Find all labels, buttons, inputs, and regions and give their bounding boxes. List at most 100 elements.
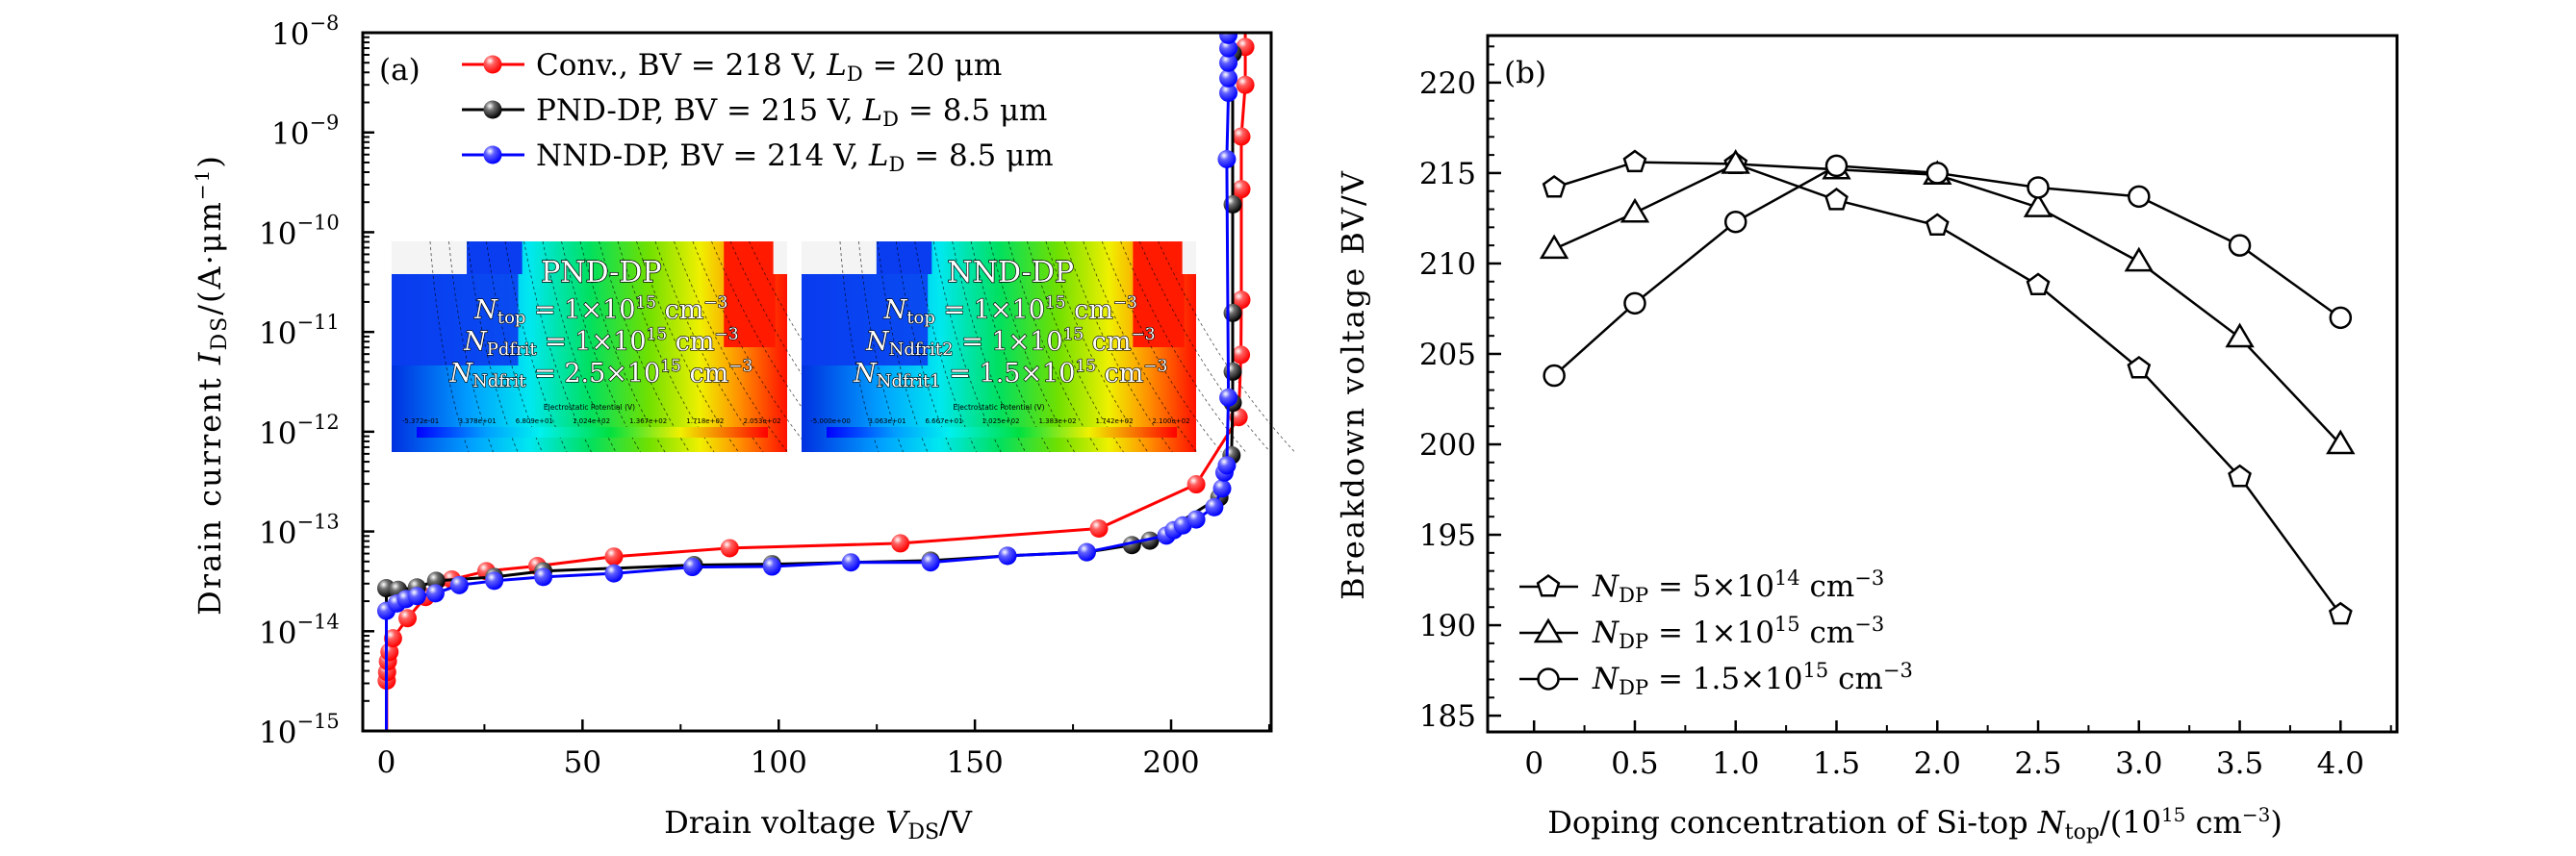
b-y-tick-label: 205	[1419, 338, 1476, 372]
inset-drain-region	[724, 241, 776, 347]
a-data-point	[1232, 345, 1251, 365]
b-y-tick-label: 215	[1419, 157, 1476, 191]
inset-contour-line	[1120, 240, 1246, 453]
a-data-point	[449, 575, 469, 594]
inset-contour-line	[952, 240, 1027, 453]
a-y-tick-label: 10−10	[259, 211, 340, 251]
inset-doping-line: Ntop = 1×1015 cm−3	[473, 293, 727, 328]
a-x-tick-label: 0	[377, 745, 396, 780]
b-series-pentagon	[1542, 149, 2353, 625]
b-plot-frame	[1486, 34, 2399, 734]
inset-contour-line	[711, 240, 837, 453]
b-data-point-pentagon	[2228, 464, 2252, 488]
b-data-point-triangle	[2023, 192, 2053, 217]
a-y-tick-label: 10−11	[259, 311, 340, 351]
a-legend-entry: Conv., BV = 218 V, LD = 20 μm	[462, 48, 1002, 86]
b-data-point-pentagon	[1824, 188, 1849, 211]
b-data-point-circle	[1543, 364, 1566, 388]
a-data-point	[1186, 510, 1206, 529]
a-data-point	[891, 534, 910, 553]
a-data-point	[1140, 531, 1160, 550]
inset-contour-line	[1027, 240, 1124, 453]
a-legend-label: Conv., BV = 218 V, LD = 20 μm	[536, 48, 1002, 86]
b-data-point-triangle	[1721, 149, 1750, 174]
a-data-point	[1077, 542, 1096, 562]
inset-contour-line	[1138, 240, 1271, 453]
b-data-point-circle	[2228, 234, 2252, 257]
colorbar-tick-label: 1.718e+02	[686, 417, 724, 425]
a-data-point	[383, 629, 402, 648]
b-x-tick-label: 2.0	[1914, 746, 1961, 781]
a-data-point	[841, 553, 860, 572]
b-data-point-triangle	[2326, 429, 2356, 455]
a-data-point	[1232, 180, 1251, 199]
b-data-point-circle	[1926, 162, 1950, 185]
b-x-tick-label: 1.5	[1813, 746, 1860, 781]
b-data-point-pentagon	[1542, 174, 1567, 198]
a-data-point	[1205, 497, 1224, 516]
b-data-point-circle	[1723, 210, 1747, 234]
a-data-point	[1223, 362, 1242, 381]
b-legend-marker-pentagon	[1536, 573, 1561, 597]
b-y-axis-label: Breakdown voltage BV/V	[1335, 169, 1371, 600]
a-data-point	[1232, 127, 1251, 146]
inset-contour-line	[1158, 240, 1295, 453]
b-y-tick-label: 190	[1419, 609, 1476, 643]
inset-contour-line	[542, 240, 617, 453]
colorbar-tick-label: 1.383e+02	[1038, 417, 1076, 425]
inset-doping-line: Ntop = 1×1015 cm−3	[883, 293, 1137, 328]
inset-contour-line	[486, 240, 543, 453]
inset-title: NND-DP	[948, 256, 1074, 290]
b-data-point-pentagon	[2328, 601, 2353, 625]
a-data-point	[921, 553, 940, 572]
b-x-tick-label: 0	[1524, 746, 1543, 781]
a-legend-entry: PND-DP, BV = 215 V, LD = 8.5 μm	[462, 93, 1047, 131]
a-data-point	[1219, 68, 1238, 88]
b-data-point-pentagon	[2127, 355, 2152, 379]
b-series-group	[1539, 149, 2356, 625]
b-data-point-circle	[2027, 176, 2050, 199]
b-y-tick-label: 200	[1419, 428, 1476, 463]
a-data-point	[425, 584, 445, 603]
a-data-point	[1186, 475, 1206, 494]
a-data-point	[1217, 456, 1237, 475]
a-data-point	[1219, 53, 1238, 72]
b-panel-tag: (b)	[1504, 56, 1546, 90]
inset-contour-line	[877, 240, 929, 453]
colorbar-tick-label: 6.667e+01	[925, 417, 962, 425]
b-y-tick-label: 185	[1419, 699, 1476, 734]
a-data-point	[1219, 83, 1238, 102]
inset-doping-line: NPdfrit = 1×1015 cm−3	[463, 325, 738, 360]
colorbar	[827, 427, 1177, 438]
a-y-tick-label: 10−14	[259, 610, 340, 650]
a-legend-marker	[483, 145, 502, 164]
panel-b-breakdown-chart: 0 0.5 1.0 1.5 2.0 2.5 3.0 3.5 4.0 185 190 195 200 205…	[1335, 34, 2399, 844]
b-legend-label: NDP = 5×1014 cm−3	[1592, 566, 1884, 607]
b-series-circle	[1543, 154, 2353, 388]
colorbar-tick-label: 1.742e+02	[1095, 417, 1133, 425]
a-data-point	[397, 609, 417, 628]
a-legend-label: NND-DP, BV = 214 V, LD = 8.5 μm	[536, 138, 1054, 176]
b-legend-marker-circle	[1537, 667, 1560, 691]
a-y-tick-label: 10−12	[259, 411, 340, 451]
colorbar-tick-label: 2.100e+02	[1152, 417, 1189, 425]
a-data-point	[534, 567, 553, 587]
b-data-point-circle	[1623, 291, 1646, 315]
a-panel-tag: (a)	[379, 53, 421, 88]
a-x-tick-label: 50	[564, 745, 601, 780]
inset-contour-line	[749, 240, 886, 453]
inset-doping-line: NNdfrit = 2.5×1015 cm−3	[448, 357, 752, 391]
a-y-tick-label: 10−13	[259, 511, 340, 551]
colorbar	[417, 427, 768, 438]
colorbar-tick-label: 3.063e+01	[868, 417, 905, 425]
b-data-point-triangle	[2124, 246, 2154, 272]
b-data-point-triangle	[1539, 234, 1569, 260]
inset-oxide-left	[392, 241, 468, 274]
inset-contour-line	[692, 240, 813, 453]
inset-oxide-left	[802, 241, 877, 274]
b-x-tick-label: 3.0	[2115, 746, 2162, 781]
a-data-point	[1236, 75, 1255, 94]
b-legend-entry: NDP = 5×1014 cm−3	[1519, 566, 1884, 607]
inset-contour-line	[674, 240, 788, 453]
